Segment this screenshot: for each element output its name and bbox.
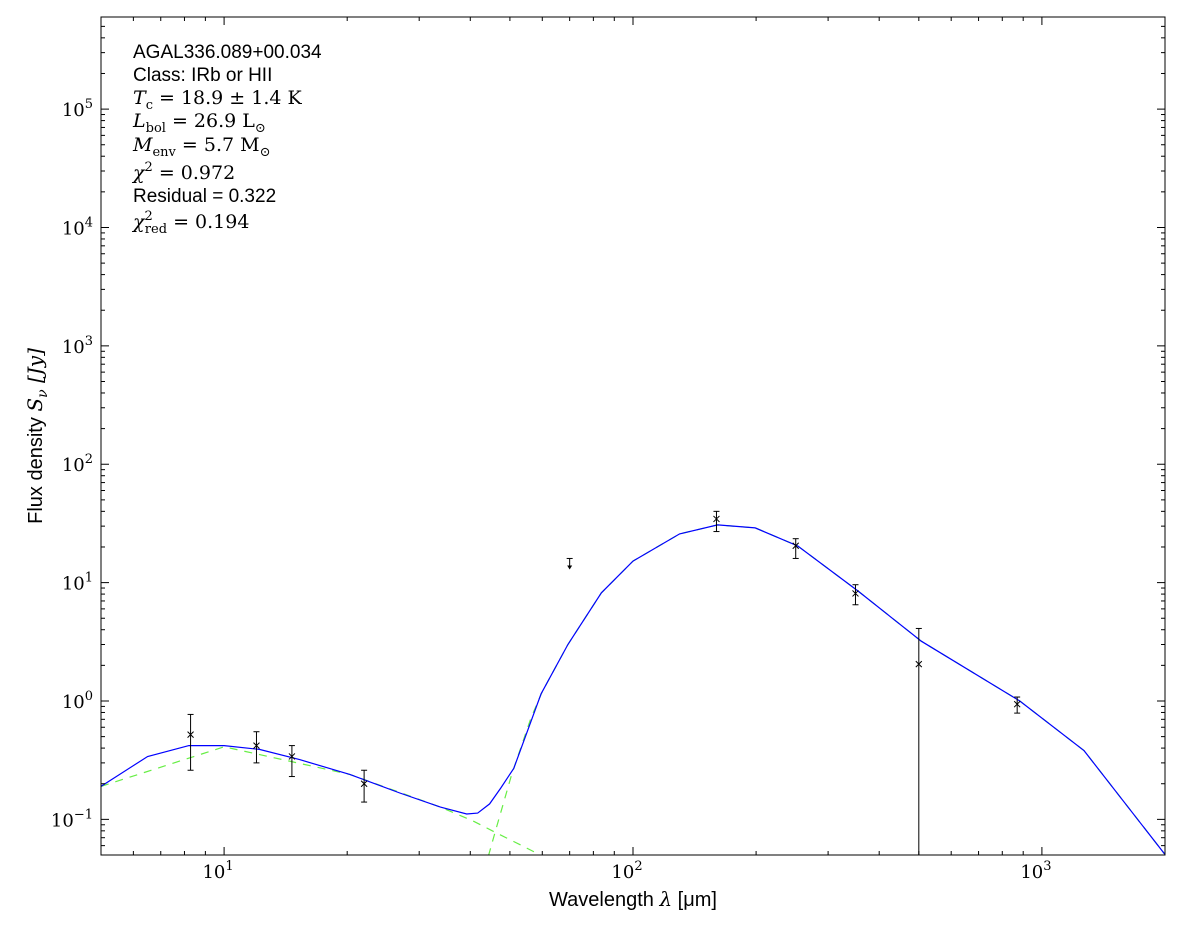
y-tick-label: 105 bbox=[62, 97, 93, 121]
x-tick-label: 101 bbox=[202, 859, 233, 883]
data-point bbox=[253, 731, 260, 764]
upper-limit-arrow bbox=[567, 565, 573, 570]
annotation-line: Lbol = 26.9 L⊙ bbox=[132, 110, 266, 136]
y-tick-label: 100 bbox=[62, 689, 93, 713]
x-marker bbox=[852, 590, 859, 597]
upper-limit-point bbox=[566, 557, 573, 570]
model-total-line bbox=[101, 524, 1165, 855]
data-point bbox=[852, 584, 859, 606]
cold-component-line bbox=[488, 524, 1165, 855]
x-marker bbox=[360, 780, 368, 788]
x-marker bbox=[288, 753, 296, 760]
tick-labels: 101 102 103 10−1 100 101 102 103 104 105 bbox=[51, 97, 1052, 883]
y-tick-label: 104 bbox=[62, 215, 93, 239]
annotation-line: Tc = 18.9 ± 1.4 K bbox=[133, 87, 303, 113]
y-tick-label: 101 bbox=[62, 571, 93, 595]
x-marker bbox=[253, 742, 260, 749]
annotation-line: χ2 = 0.972 bbox=[131, 160, 235, 184]
annotation-line: AGAL336.089+00.034 bbox=[133, 42, 322, 63]
data-point bbox=[187, 713, 194, 771]
x-axis-label: Wavelength λ [μm] bbox=[549, 887, 717, 911]
x-marker bbox=[187, 731, 194, 738]
data-point bbox=[915, 627, 923, 855]
data-point bbox=[288, 745, 296, 778]
data-point bbox=[792, 538, 800, 559]
axis-ticks bbox=[100, 16, 1166, 856]
annotation-line: Class: IRb or HII bbox=[133, 65, 272, 86]
warm-component-line bbox=[101, 746, 542, 855]
annotation-line: χ2 red = 0.194 bbox=[131, 209, 249, 237]
x-tick-label: 103 bbox=[1020, 859, 1051, 883]
data-points bbox=[187, 510, 1021, 855]
plot-lines bbox=[101, 524, 1165, 855]
y-tick-label: 103 bbox=[62, 334, 93, 358]
x-marker bbox=[713, 515, 720, 523]
plot-frame bbox=[100, 16, 1166, 856]
annotation-line: Menv = 5.7 M⊙ bbox=[132, 134, 271, 160]
data-point bbox=[713, 510, 720, 533]
y-tick-label: 102 bbox=[62, 452, 93, 476]
y-axis-label: Flux density Sν [Jy] bbox=[23, 348, 51, 524]
data-point bbox=[1013, 696, 1021, 714]
x-marker bbox=[1013, 700, 1021, 708]
x-marker bbox=[915, 660, 923, 668]
annotation-line: Residual = 0.322 bbox=[133, 186, 276, 207]
x-marker bbox=[792, 542, 800, 550]
x-tick-label: 102 bbox=[611, 859, 642, 883]
data-point bbox=[360, 769, 368, 803]
y-tick-label: 10−1 bbox=[51, 807, 93, 831]
